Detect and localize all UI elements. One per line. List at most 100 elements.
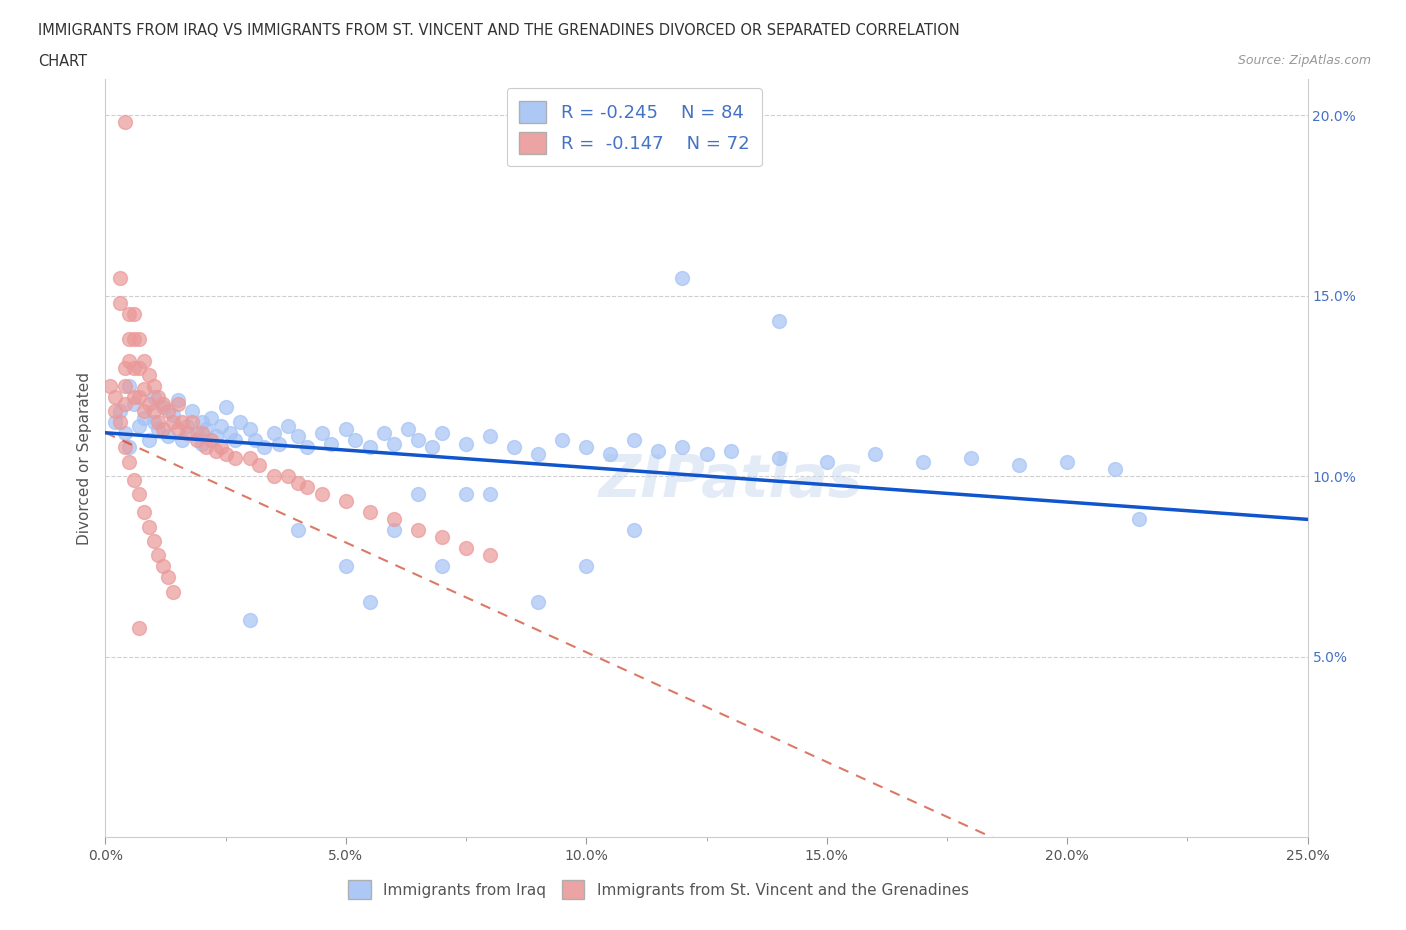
Point <box>671 270 693 285</box>
Point <box>148 421 170 436</box>
Point <box>454 486 477 501</box>
Point <box>219 425 242 440</box>
Point <box>128 486 150 501</box>
Point <box>623 523 645 538</box>
Point <box>214 400 236 415</box>
Point <box>454 436 477 451</box>
Point <box>479 548 502 563</box>
Point <box>124 472 146 487</box>
Point <box>118 454 141 469</box>
Point <box>132 404 155 418</box>
Point <box>277 418 299 433</box>
Point <box>148 548 170 563</box>
Point <box>190 415 212 430</box>
Point <box>1104 461 1126 476</box>
Point <box>118 331 141 346</box>
Point <box>195 421 218 436</box>
Point <box>406 486 429 501</box>
Point <box>104 415 127 430</box>
Point <box>229 415 252 430</box>
Point <box>128 360 150 375</box>
Point <box>142 390 165 405</box>
Point <box>960 451 983 466</box>
Point <box>200 432 222 447</box>
Point <box>128 418 150 433</box>
Point <box>1008 458 1031 472</box>
Point <box>132 382 155 397</box>
Point <box>118 440 141 455</box>
Point <box>132 353 155 368</box>
Point <box>479 486 502 501</box>
Point <box>382 436 405 451</box>
Point <box>430 425 453 440</box>
Point <box>239 451 262 466</box>
Point <box>815 454 838 469</box>
Point <box>503 440 526 455</box>
Point <box>647 444 669 458</box>
Point <box>422 440 444 455</box>
Point <box>156 404 179 418</box>
Point <box>1056 454 1078 469</box>
Point <box>114 379 136 393</box>
Point <box>359 505 381 520</box>
Point <box>156 429 179 444</box>
Point <box>166 421 188 436</box>
Point <box>247 458 270 472</box>
Point <box>142 534 165 549</box>
Point <box>551 432 574 447</box>
Point <box>335 559 357 574</box>
Point <box>166 392 188 407</box>
Point <box>311 425 333 440</box>
Point <box>172 415 194 430</box>
Point <box>176 418 198 433</box>
Point <box>239 421 262 436</box>
Point <box>190 436 212 451</box>
Point <box>195 440 218 455</box>
Point <box>124 390 146 405</box>
Point <box>148 390 170 405</box>
Text: ZIPatlas: ZIPatlas <box>599 452 863 510</box>
Point <box>527 595 550 610</box>
Point <box>224 432 246 447</box>
Point <box>321 436 343 451</box>
Point <box>138 396 160 411</box>
Point <box>224 451 246 466</box>
Point <box>108 404 131 418</box>
Point <box>406 432 429 447</box>
Point <box>344 432 367 447</box>
Point <box>209 440 232 455</box>
Point <box>277 469 299 484</box>
Point <box>166 396 188 411</box>
Text: IMMIGRANTS FROM IRAQ VS IMMIGRANTS FROM ST. VINCENT AND THE GRENADINES DIVORCED : IMMIGRANTS FROM IRAQ VS IMMIGRANTS FROM … <box>38 23 960 38</box>
Point <box>142 379 165 393</box>
Point <box>696 447 718 462</box>
Point <box>479 429 502 444</box>
Point <box>768 313 790 328</box>
Point <box>454 541 477 556</box>
Point <box>863 447 886 462</box>
Y-axis label: Divorced or Separated: Divorced or Separated <box>76 371 91 545</box>
Point <box>176 425 198 440</box>
Point <box>118 353 141 368</box>
Point <box>200 411 222 426</box>
Point <box>430 559 453 574</box>
Point <box>209 418 232 433</box>
Point <box>148 415 170 430</box>
Point <box>190 425 212 440</box>
Point <box>114 440 136 455</box>
Point <box>138 367 160 382</box>
Point <box>132 411 155 426</box>
Point <box>382 512 405 526</box>
Point <box>911 454 934 469</box>
Point <box>287 523 309 538</box>
Point <box>108 296 131 311</box>
Point <box>114 425 136 440</box>
Point <box>297 440 319 455</box>
Point <box>104 404 127 418</box>
Point <box>575 559 598 574</box>
Point <box>623 432 645 447</box>
Point <box>205 429 228 444</box>
Text: CHART: CHART <box>38 54 87 69</box>
Point <box>720 444 742 458</box>
Point <box>214 447 236 462</box>
